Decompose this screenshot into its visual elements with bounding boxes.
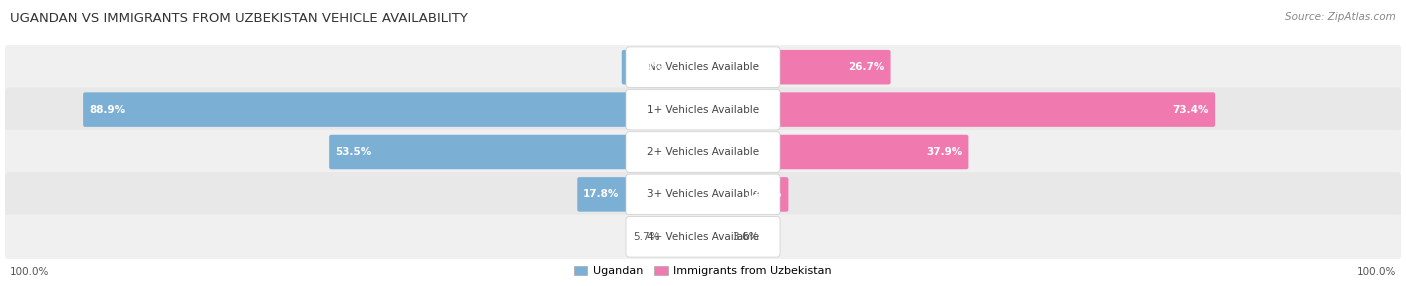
Text: 100.0%: 100.0% bbox=[10, 267, 49, 277]
FancyBboxPatch shape bbox=[6, 214, 1400, 259]
Text: 26.7%: 26.7% bbox=[848, 62, 884, 72]
Text: 37.9%: 37.9% bbox=[927, 147, 962, 157]
FancyBboxPatch shape bbox=[702, 220, 730, 254]
Text: 3+ Vehicles Available: 3+ Vehicles Available bbox=[647, 189, 759, 199]
FancyBboxPatch shape bbox=[702, 135, 969, 169]
FancyBboxPatch shape bbox=[6, 130, 1400, 174]
FancyBboxPatch shape bbox=[626, 174, 780, 215]
Text: 53.5%: 53.5% bbox=[335, 147, 371, 157]
FancyBboxPatch shape bbox=[702, 177, 789, 212]
Text: 88.9%: 88.9% bbox=[89, 105, 125, 115]
Text: 11.4%: 11.4% bbox=[627, 62, 664, 72]
FancyBboxPatch shape bbox=[621, 50, 704, 84]
Text: Source: ZipAtlas.com: Source: ZipAtlas.com bbox=[1285, 12, 1396, 22]
Text: 2+ Vehicles Available: 2+ Vehicles Available bbox=[647, 147, 759, 157]
FancyBboxPatch shape bbox=[578, 177, 704, 212]
FancyBboxPatch shape bbox=[6, 88, 1400, 132]
Text: 1+ Vehicles Available: 1+ Vehicles Available bbox=[647, 105, 759, 115]
Text: 12.0%: 12.0% bbox=[747, 189, 782, 199]
FancyBboxPatch shape bbox=[6, 172, 1400, 217]
Legend: Ugandan, Immigrants from Uzbekistan: Ugandan, Immigrants from Uzbekistan bbox=[569, 261, 837, 281]
FancyBboxPatch shape bbox=[702, 92, 1215, 127]
FancyBboxPatch shape bbox=[83, 92, 704, 127]
FancyBboxPatch shape bbox=[702, 50, 890, 84]
FancyBboxPatch shape bbox=[626, 89, 780, 130]
FancyBboxPatch shape bbox=[329, 135, 704, 169]
FancyBboxPatch shape bbox=[6, 45, 1400, 90]
Text: 100.0%: 100.0% bbox=[1357, 267, 1396, 277]
Text: 5.7%: 5.7% bbox=[633, 232, 659, 242]
Text: 3.6%: 3.6% bbox=[733, 232, 758, 242]
Text: 73.4%: 73.4% bbox=[1173, 105, 1209, 115]
Text: No Vehicles Available: No Vehicles Available bbox=[648, 62, 758, 72]
FancyBboxPatch shape bbox=[661, 220, 704, 254]
Text: UGANDAN VS IMMIGRANTS FROM UZBEKISTAN VEHICLE AVAILABILITY: UGANDAN VS IMMIGRANTS FROM UZBEKISTAN VE… bbox=[10, 12, 468, 25]
FancyBboxPatch shape bbox=[626, 132, 780, 172]
FancyBboxPatch shape bbox=[626, 47, 780, 88]
Text: 17.8%: 17.8% bbox=[583, 189, 620, 199]
FancyBboxPatch shape bbox=[626, 217, 780, 257]
Text: 4+ Vehicles Available: 4+ Vehicles Available bbox=[647, 232, 759, 242]
